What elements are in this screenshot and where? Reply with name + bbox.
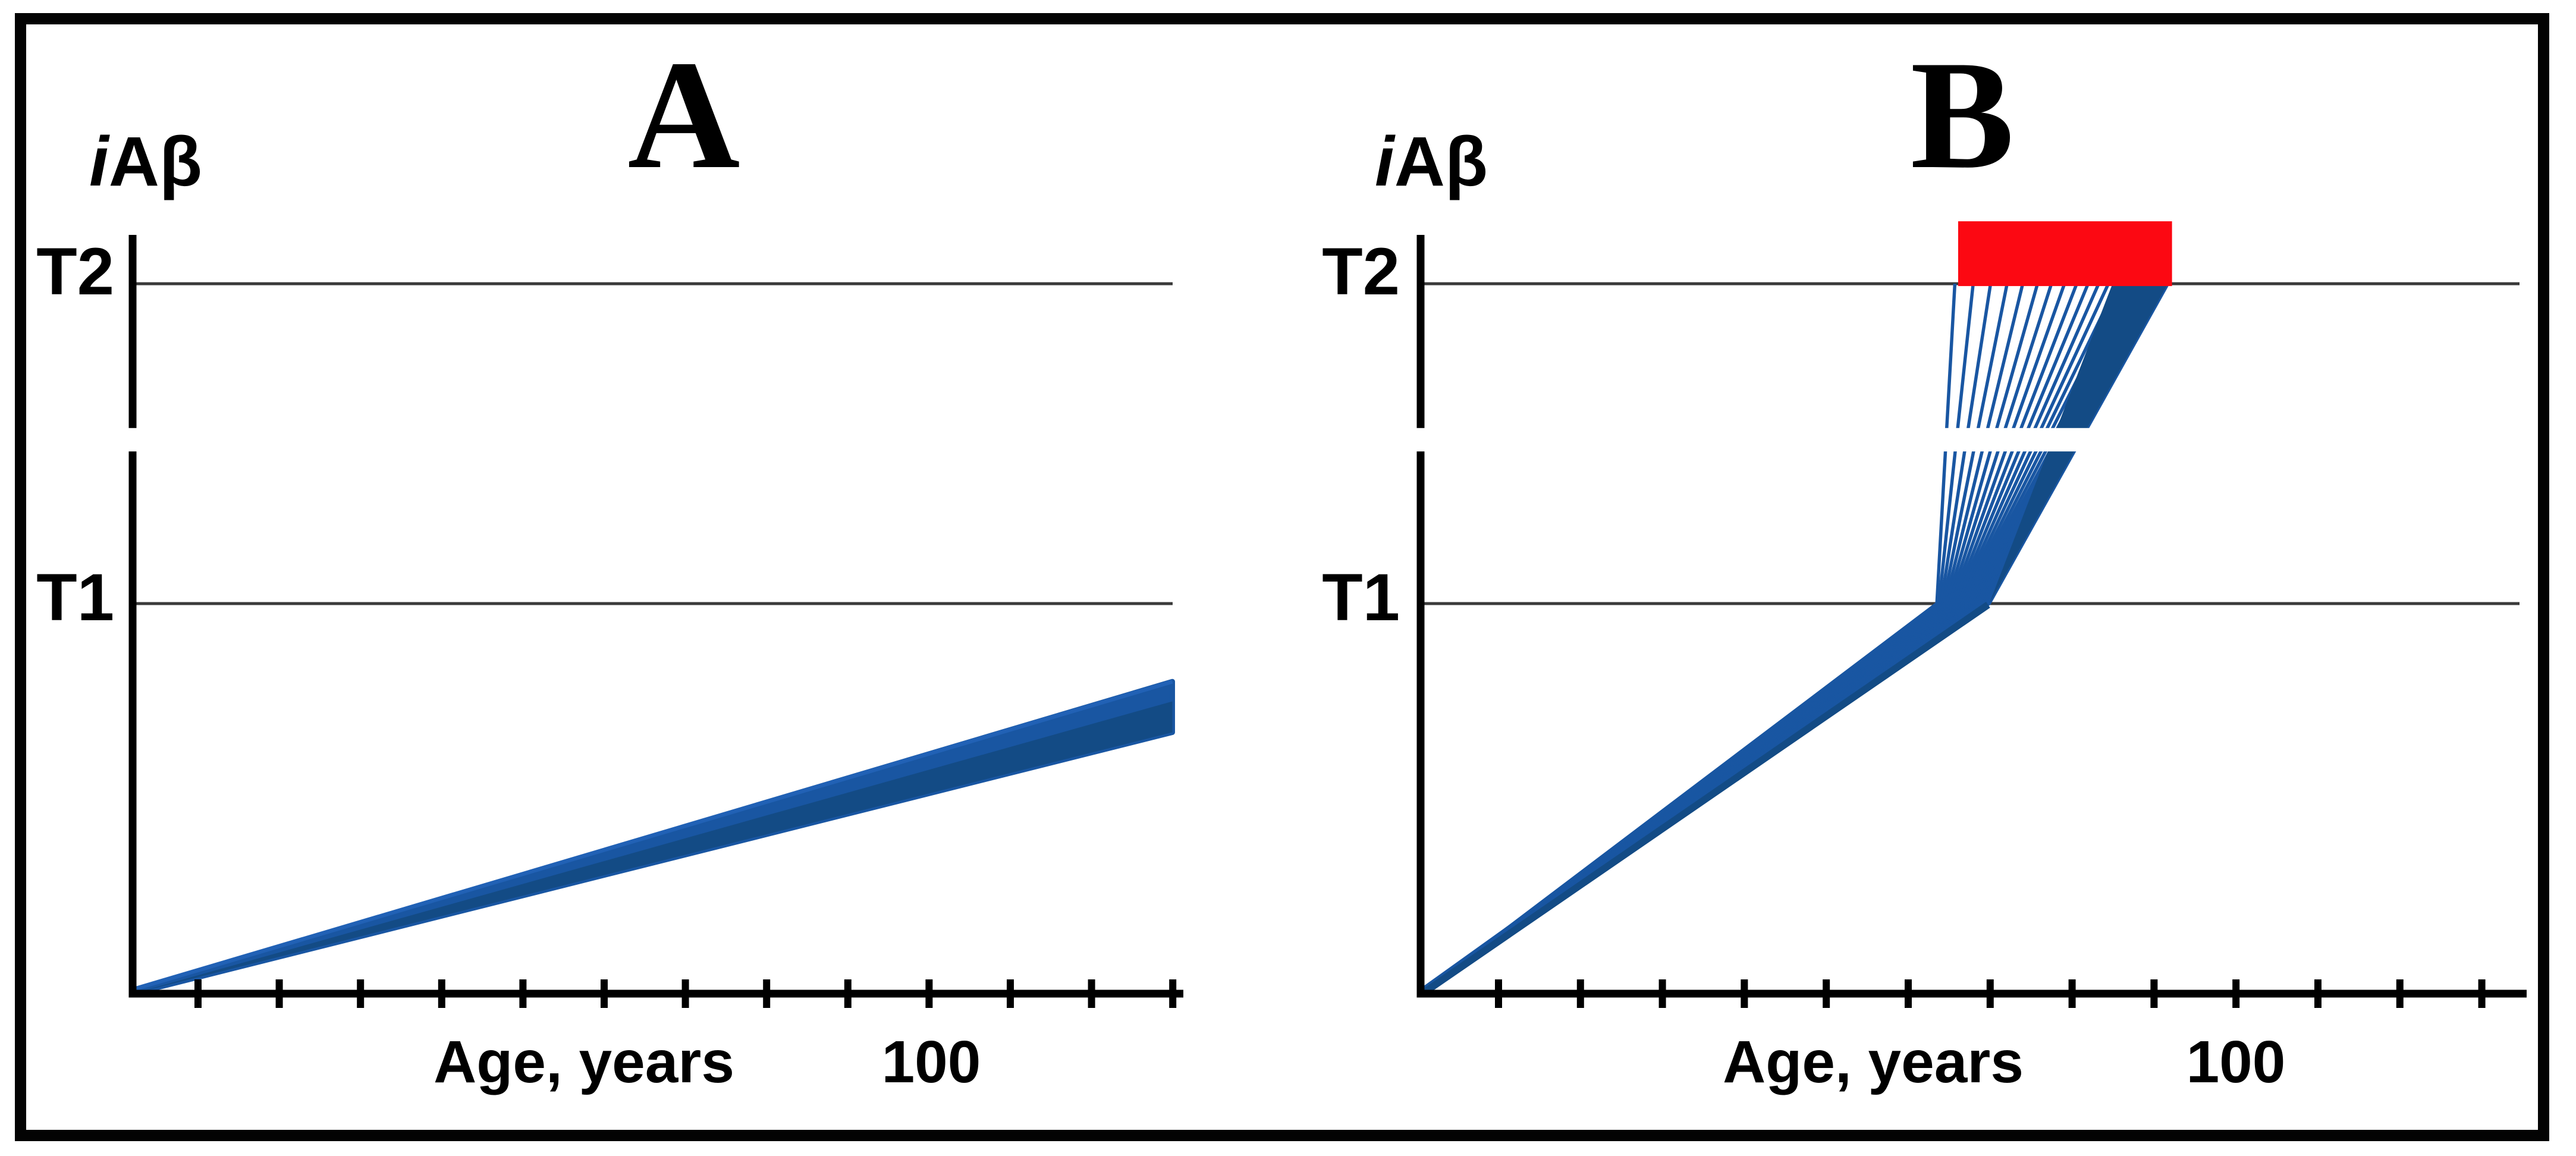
x-tick [601,979,608,1008]
trajectory-line [1419,283,1957,995]
x-tick [2478,979,2486,1008]
panel-a-t2-label: T2 [36,234,114,309]
x-tick [2232,979,2240,1008]
x-tick [1088,979,1095,1008]
y-axis-break [125,428,1173,452]
panel-b-t1-label: T1 [1322,560,1400,634]
x-tick [844,979,852,1008]
x-tick [2396,979,2404,1008]
panel-b-ylabel: iAβ [1375,127,1488,197]
x-tick [1823,979,1830,1008]
trajectory-line [1419,282,2110,995]
x-tick [681,979,689,1008]
panel-a-xlabel: Age, years [433,1029,734,1095]
trajectory-fan-top-edge [132,679,1173,992]
x-tick [925,979,933,1008]
trajectory-line [1419,283,2090,995]
x-tick [275,979,283,1008]
x-tick [1495,979,1502,1008]
panel-a-ylabel-italic: i [89,122,109,201]
panel-a-graphics [125,235,1183,1008]
pre-t1-bundle-dark-edge [1420,602,1990,997]
trajectory-line [1419,283,1975,995]
trajectory-line [1419,282,2141,995]
trajectory-fan-dark-edge [133,701,1173,994]
trajectory-line [1419,282,2127,995]
trajectory-line [1419,282,2119,995]
panel-b-graphics [1413,221,2527,1008]
x-tick [2150,979,2158,1008]
trajectory-line [1419,282,2167,995]
trajectory-line [1419,283,2066,995]
panel-a-t1-label: T1 [36,560,114,634]
x-axis [1416,989,2527,998]
x-tick [2068,979,2076,1008]
x-tick [194,979,202,1008]
trajectory-fan-dark-edge [1989,284,2168,604]
trajectory-line [1419,282,2152,995]
panel-b-t2-label: T2 [1322,234,1400,309]
x-tick [519,979,527,1008]
x-tick [1986,979,1994,1008]
panel-b-ylabel-italic: i [1374,122,1394,201]
panel-b-ylabel-rest: Aβ [1394,122,1488,201]
panel-a-100-tick-label: 100 [881,1029,981,1095]
x-tick [1741,979,1748,1008]
y-axis-break [1413,428,2520,452]
t2-crossing-window-highlight [1958,221,2172,287]
figure-border [15,13,2549,1141]
x-tick [357,979,365,1008]
panel-b-100-tick-label: 100 [2186,1029,2286,1095]
y-axis [128,235,137,994]
trajectory-line [1419,282,2169,995]
panel-a-ylabel: iAβ [89,127,202,197]
x-tick [763,979,771,1008]
trajectory-line [1419,283,2078,995]
x-tick [1905,979,1912,1008]
panel-b-xlabel: Age, years [1723,1029,2024,1095]
x-tick [1007,979,1014,1008]
trajectory-line [1419,282,2160,995]
x-tick [1658,979,1666,1008]
trajectory-line [1419,282,2170,995]
panel-b-title: B [1910,29,2015,201]
y-axis [1416,235,1425,994]
x-tick [1576,979,1584,1008]
x-axis [128,989,1183,998]
x-tick [438,979,445,1008]
x-tick [2314,979,2321,1008]
x-tick [1169,979,1177,1008]
panel-a-title: A [627,29,740,201]
trajectory-line [1419,282,2169,995]
panel-a-ylabel-rest: Aβ [108,122,203,201]
trajectory-line [1419,283,2053,995]
